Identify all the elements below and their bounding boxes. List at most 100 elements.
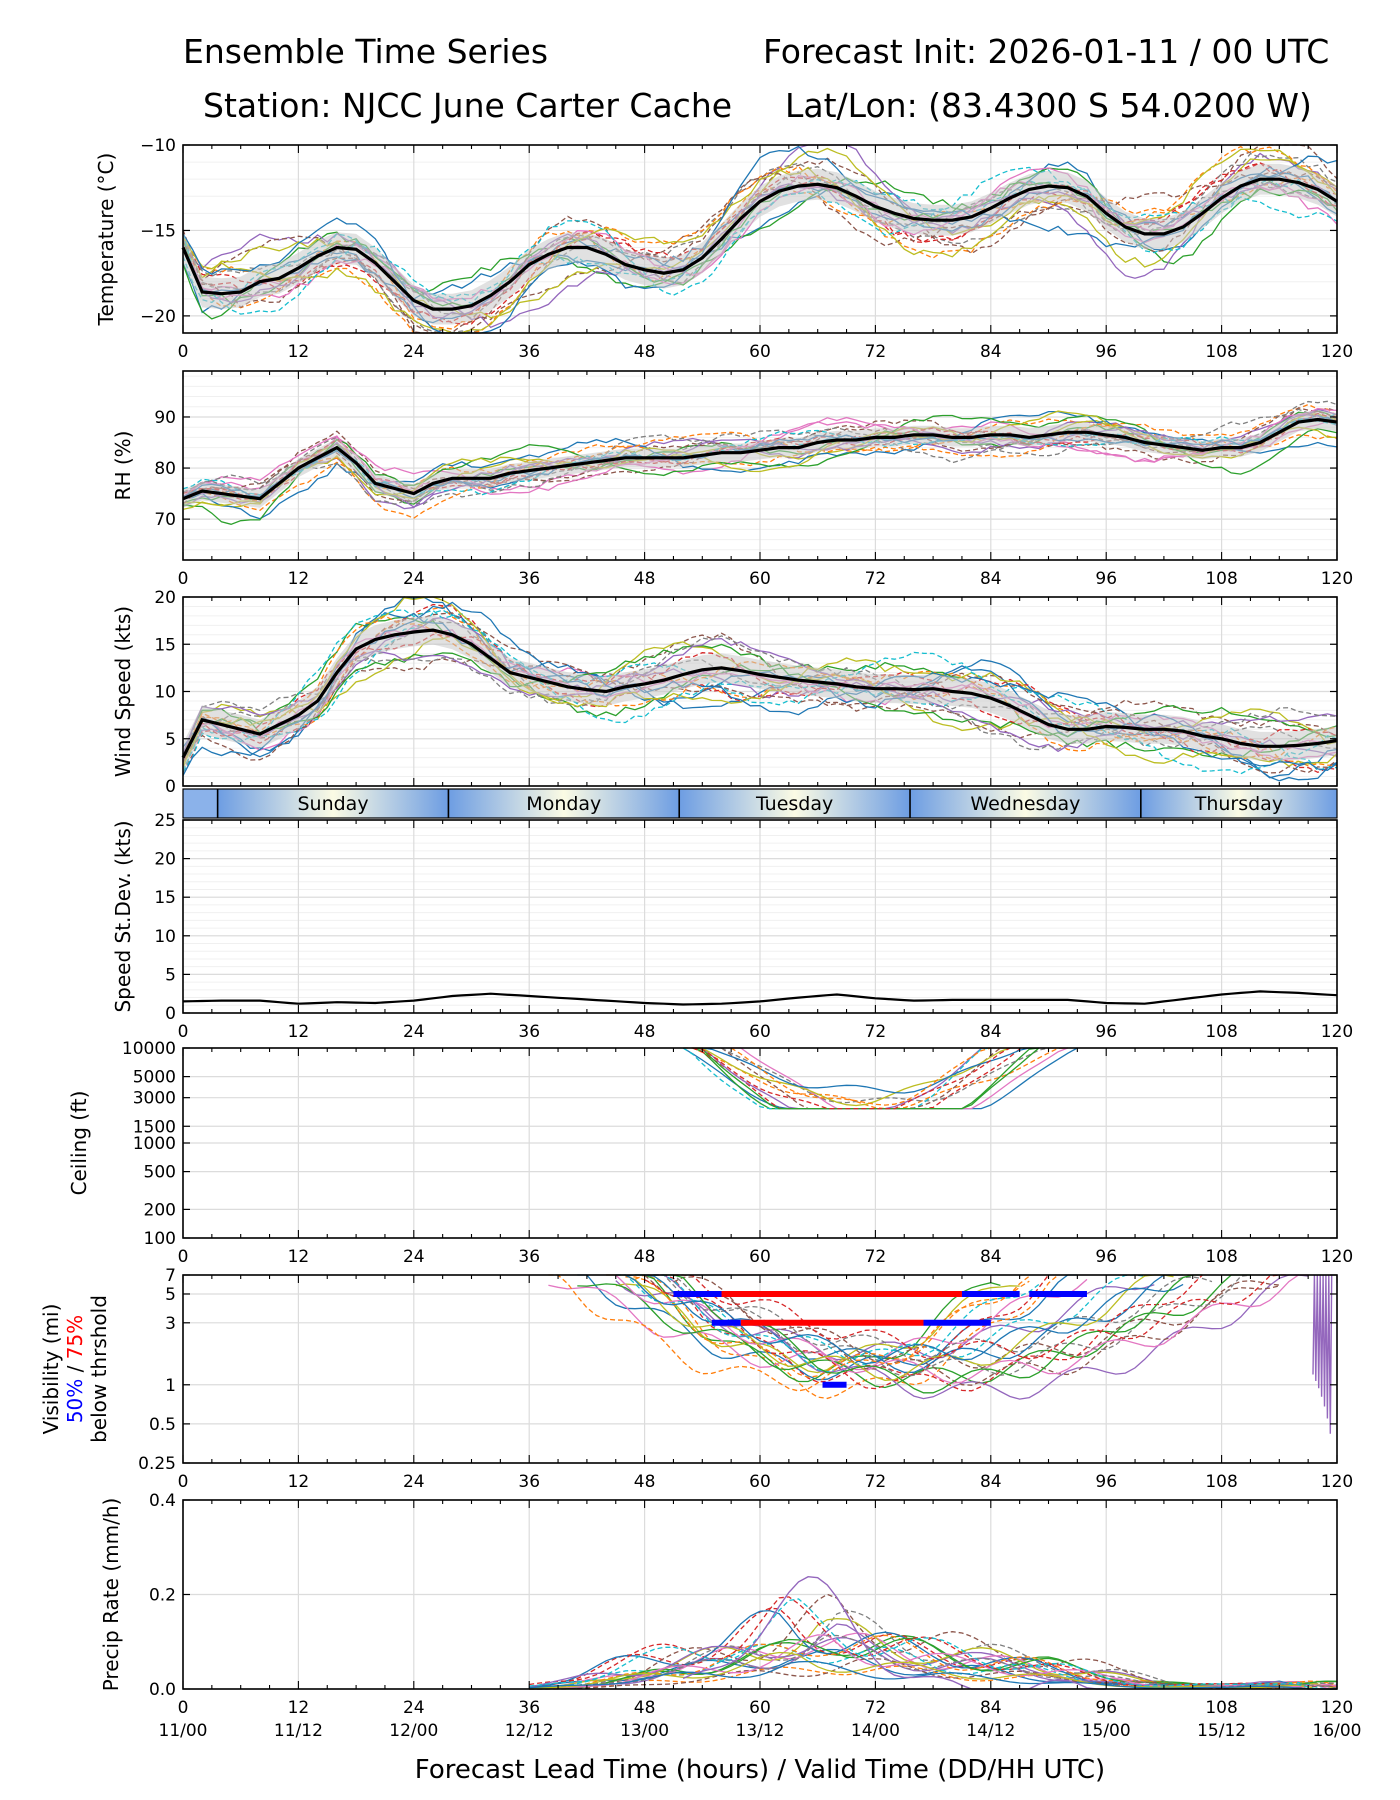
ensemble-member-line (702, 1047, 1030, 1094)
day-label: Thursday (1194, 793, 1283, 815)
p-separator: / (63, 1359, 87, 1378)
x-tick-label: 60 (749, 1472, 771, 1492)
day-band: Sunday Monday Tuesday Wednesday Thursday (182, 788, 1338, 819)
x-tick-label: 48 (634, 1698, 656, 1718)
y-tick-label: 5 (165, 1285, 176, 1305)
ensemble-peak-member-line (682, 1575, 1107, 1690)
ensemble-member-line (182, 174, 1338, 330)
y-axis-label: Wind Speed (kts) (111, 606, 135, 777)
y-axis-label: Precip Rate (mm/h) (99, 1498, 123, 1692)
y-tick-label: 20 (154, 588, 176, 608)
speed_stdev-panel: 0 5 10 15 20 25 0 12 24 36 48 60 72 84 96 108 120 Speed S… (111, 811, 1353, 1042)
ensemble-member-line (529, 1660, 1337, 1690)
x-tick-label: 72 (865, 569, 887, 589)
x-tick-label: 120 (1321, 1698, 1353, 1718)
x-tick-label: 36 (518, 1472, 540, 1492)
x-tick-label: 48 (634, 1472, 656, 1492)
x-tick-label: 60 (749, 1698, 771, 1718)
x-tick-label: 24 (403, 1698, 425, 1718)
x-tick-label: 108 (1205, 1698, 1237, 1718)
x-tick-label: 84 (980, 569, 1002, 589)
x-tick-label: 60 (749, 569, 771, 589)
x-tick-label: 48 (634, 1022, 656, 1042)
y-tick-label: 100 (144, 1229, 176, 1249)
y-tick-label: 90 (154, 408, 176, 428)
y-tick-label: 0.4 (149, 1491, 176, 1511)
x-tick-label: 120 (1321, 1247, 1353, 1267)
x-tick-label: 12 (288, 1247, 310, 1267)
x-tick-label: 96 (1095, 1022, 1117, 1042)
p75-label: 75% (63, 1315, 87, 1359)
day-label: Tuesday (755, 793, 833, 815)
ensemble-spread-band (183, 615, 1337, 773)
ensemble-mean-line (182, 417, 1338, 501)
x-tick-label: 12 (288, 1698, 310, 1718)
y-tick-label: 80 (154, 459, 176, 479)
x-tick-label: 96 (1095, 1247, 1117, 1267)
y-tick-label: −10 (140, 136, 176, 156)
y-axis-label: Visibility (mi) (39, 1304, 63, 1435)
day-segment (679, 789, 911, 818)
valid-time-label: 15/00 (1082, 1721, 1131, 1741)
ensemble-member-line (731, 1047, 1068, 1110)
valid-time-label: 11/00 (159, 1721, 208, 1741)
y-tick-label: 15 (154, 888, 176, 908)
x-tick-label: 72 (865, 1472, 887, 1492)
ensemble-member-line (1312, 1274, 1333, 1434)
y-tick-label: 200 (144, 1200, 176, 1220)
ensemble-member-line (577, 1274, 1251, 1389)
ensemble-member-line (721, 1047, 1001, 1110)
ensemble-spread-band (183, 163, 1337, 325)
x-tick-label: 12 (288, 569, 310, 589)
x-tick-label: 84 (980, 342, 1002, 362)
x-tick-label: 120 (1321, 569, 1353, 589)
ensemble-member-line (182, 632, 1338, 760)
x-tick-label: 96 (1095, 342, 1117, 362)
x-tick-label: 84 (980, 1022, 1002, 1042)
x-tick-label: 120 (1321, 1022, 1353, 1042)
ensemble-member-line (529, 1634, 1338, 1690)
ensemble-member-line (730, 1047, 991, 1106)
valid-time-label: 15/12 (1197, 1721, 1246, 1741)
x-tick-label: 84 (980, 1698, 1002, 1718)
valid-time-label: 14/00 (851, 1721, 900, 1741)
x-tick-label: 0 (178, 1022, 189, 1042)
ensemble-member-line (615, 1274, 1184, 1365)
y-axis-label: Temperature (°C) (94, 153, 118, 327)
day-segment (448, 789, 680, 818)
x-tick-label: 120 (1321, 1472, 1353, 1492)
ensemble-member-line (673, 1276, 1280, 1386)
x-tick-label: 24 (403, 1247, 425, 1267)
ensemble-member-line (654, 1274, 1213, 1361)
day-label: Sunday (297, 793, 368, 815)
ensemble-member-line (529, 1598, 1337, 1690)
y-tick-label: 7 (165, 1266, 176, 1286)
visibility-panel: 0.25 0.5 1 3 57 0 12 24 36 48 60 72 84 96 108 120 Visibi… (39, 1266, 1353, 1492)
x-tick-label: 12 (288, 342, 310, 362)
station-name: Station: NJCC June Carter Cache (203, 86, 733, 125)
y-tick-label: 3 (165, 1314, 176, 1334)
x-tick-label: 0 (178, 1698, 189, 1718)
wind_speed-panel: 0 5 10 15 20 Wind Speed (kts) (111, 588, 1338, 797)
y-tick-label: −15 (140, 221, 176, 241)
valid-time-label: 13/12 (736, 1721, 785, 1741)
x-tick-label: 24 (403, 1022, 425, 1042)
x-tick-label: 36 (518, 342, 540, 362)
y-tick-label: 15 (154, 635, 176, 655)
valid-time-label: 16/00 (1313, 1721, 1362, 1741)
threshold-label-2: below thrshold (87, 1295, 111, 1443)
speed-stdev-line (182, 990, 1338, 1006)
y-tick-label: 0 (165, 1004, 176, 1024)
y-tick-label: 5 (165, 965, 176, 985)
forecast-init: Forecast Init: 2026-01-11 / 00 UTC (763, 32, 1330, 71)
y-tick-label: 0.25 (138, 1454, 176, 1474)
y-tick-label: 500 (144, 1163, 176, 1183)
y-tick-label: 1 (165, 1376, 176, 1396)
x-tick-label: 36 (518, 1022, 540, 1042)
ensemble-member-line (182, 596, 1338, 767)
x-tick-label: 0 (178, 569, 189, 589)
x-tick-label: 24 (403, 342, 425, 362)
ensemble-member-line (644, 1274, 1251, 1378)
x-tick-label: 0 (178, 1247, 189, 1267)
day-band-frame (182, 788, 1338, 819)
